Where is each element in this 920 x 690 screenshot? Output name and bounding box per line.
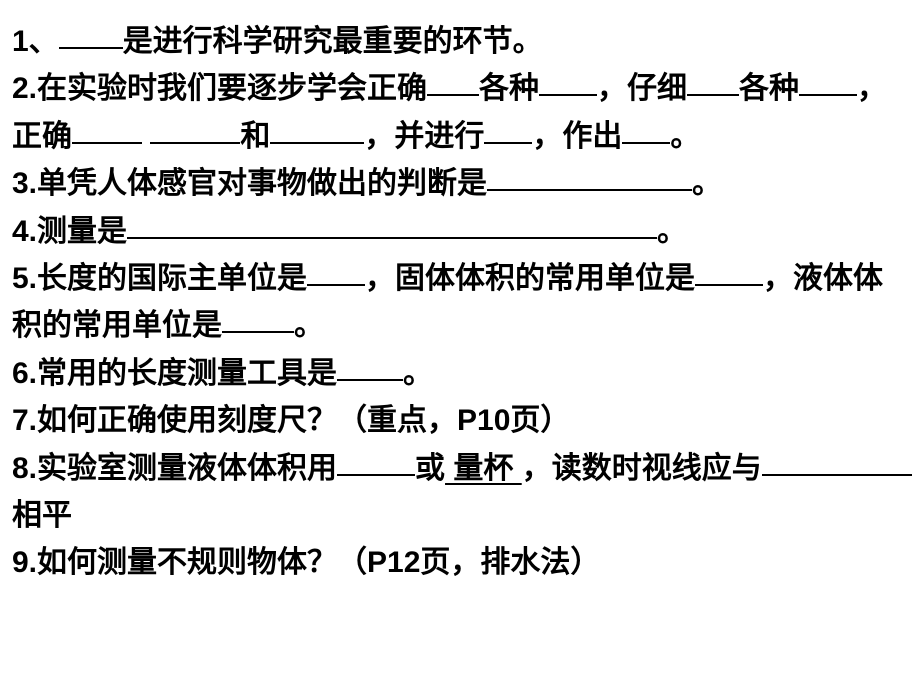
q2-text-i: 。 [670,120,700,153]
question-4: 4.测量是 。 [12,208,912,255]
q2-blank-8[interactable] [484,140,532,144]
q4-text-b: 。 [657,215,687,248]
q8-underlined-text: 量杯 [445,452,522,485]
q4-blank-1[interactable] [127,235,657,239]
q2-blank-3[interactable] [687,93,739,97]
q5-num: 5. [12,262,37,295]
question-7: 7.如何正确使用刻度尺？（重点，P10页） [12,397,912,444]
q1-blank-1[interactable] [59,46,123,50]
question-5: 5.长度的国际主单位是，固体体积的常用单位是，液体体积的常用单位是。 [12,255,912,350]
q5-blank-3[interactable] [222,330,294,334]
q2-blank-6[interactable] [150,140,240,144]
q7-text-a: 如何正确使用刻度尺？（重点，P10页） [37,404,570,437]
q1-num: 1、 [12,25,59,58]
q1-text-a: 是进行科学研究最重要的环节。 [123,25,543,58]
q2-blank-4[interactable] [799,93,857,97]
question-3: 3.单凭人体感官对事物做出的判断是 。 [12,160,912,207]
q2-text-f: 和 [240,120,270,153]
question-9: 9.如何测量不规则物体？（P12页，排水法） [12,539,912,586]
q2-blank-1[interactable] [427,93,479,97]
worksheet-page: 1、 是进行科学研究最重要的环节。 2.在实验时我们要逐步学会正确 各种 ，仔细 各种 ，… [0,0,920,595]
q4-num: 4. [12,215,37,248]
q2-num: 2. [12,72,37,105]
question-2: 2.在实验时我们要逐步学会正确各种，仔细各种，正确 和，并进行，作出。 [12,65,912,160]
q6-text-a: 常用的长度测量工具是 [37,357,337,390]
q2-text-b: 各种 [479,72,539,105]
q9-text-a: 如何测量不规则物体？（P12页，排水法） [37,546,600,579]
q2-blank-5[interactable] [72,140,142,144]
q7-num: 7. [12,404,37,437]
q4-text-a: 测量是 [37,215,127,248]
q9-num: 9. [12,546,37,579]
q3-text-a: 单凭人体感官对事物做出的判断是 [37,167,487,200]
q8-blank-2[interactable] [762,472,912,476]
q5-blank-1[interactable] [307,282,365,286]
q2-text-d: 各种 [739,72,799,105]
q3-num: 3. [12,167,37,200]
q8-blank-1[interactable] [337,472,415,476]
q8-text-c: ，读数时视线应与 [522,452,762,485]
q5-text-b: ，固体体积的常用单位是 [365,262,695,295]
q2-blank-9[interactable] [622,140,670,144]
q8-num: 8. [12,452,37,485]
q6-blank-1[interactable] [337,377,403,381]
q5-blank-2[interactable] [695,282,763,286]
q2-blank-2[interactable] [539,93,597,97]
q6-text-b: 。 [403,357,433,390]
q2-text-g: ，并进行 [364,120,484,153]
q2-text-a: 在实验时我们要逐步学会正确 [37,72,427,105]
q2-text-h: ，作出 [532,120,622,153]
q8-text-d: 相平 [12,499,72,532]
q3-blank-1[interactable] [487,188,692,192]
q8-text-b: 或 [415,452,445,485]
q2-text-c: ，仔细 [597,72,687,105]
q5-text-a: 长度的国际主单位是 [37,262,307,295]
question-1: 1、 是进行科学研究最重要的环节。 [12,18,912,65]
q3-text-b: 。 [692,167,722,200]
q6-num: 6. [12,357,37,390]
q5-text-d: 。 [294,309,324,342]
question-6: 6.常用的长度测量工具是 。 [12,350,912,397]
question-8: 8.实验室测量液体体积用 或 量杯 ，读数时视线应与相平 [12,445,912,540]
q2-blank-7[interactable] [270,140,364,144]
q8-text-a: 实验室测量液体体积用 [37,452,337,485]
